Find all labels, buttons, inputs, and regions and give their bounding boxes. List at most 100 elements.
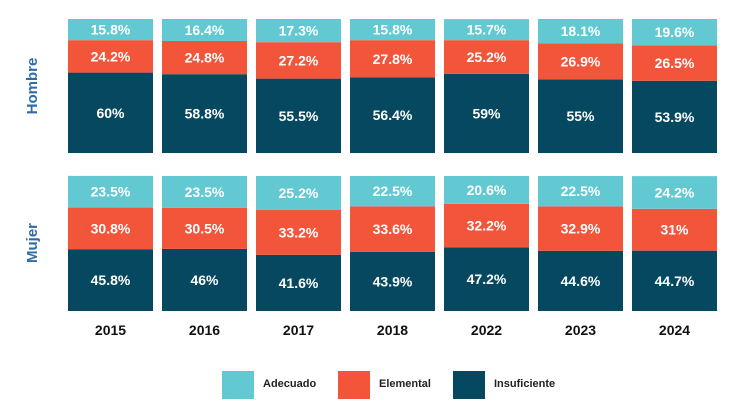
- value-label-hombre-2015-insuficiente: 60%: [96, 105, 125, 121]
- value-label-mujer-2022-insuficiente: 47.2%: [467, 271, 507, 287]
- year-label-2018: 2018: [377, 322, 408, 338]
- bar-hombre-2017-elemental: [256, 42, 341, 79]
- bar-hombre-2015-insuficiente: [68, 72, 153, 153]
- bar-hombre-2023-adecuado: [538, 19, 623, 44]
- value-label-mujer-2022-adecuado: 20.6%: [467, 182, 507, 198]
- value-label-mujer-2023-elemental: 32.9%: [561, 221, 601, 237]
- bar-mujer-2017-elemental: [256, 210, 341, 255]
- year-label-2024: 2024: [659, 322, 690, 338]
- value-label-hombre-2024-insuficiente: 53.9%: [655, 109, 695, 125]
- value-label-hombre-2016-adecuado: 16.4%: [185, 22, 225, 38]
- value-label-mujer-2016-elemental: 30.5%: [185, 220, 225, 236]
- bar-mujer-2022-adecuado: [444, 176, 529, 204]
- value-label-hombre-2022-adecuado: 15.7%: [467, 22, 507, 38]
- value-label-hombre-2018-elemental: 27.8%: [373, 51, 413, 67]
- value-label-hombre-2023-adecuado: 18.1%: [561, 23, 601, 39]
- value-label-hombre-2015-adecuado: 15.8%: [91, 22, 131, 38]
- year-label-2016: 2016: [189, 322, 220, 338]
- value-label-hombre-2016-insuficiente: 58.8%: [185, 106, 225, 122]
- bar-hombre-2022-insuficiente: [444, 73, 529, 153]
- value-label-mujer-2016-adecuado: 23.5%: [185, 184, 225, 200]
- year-label-2017: 2017: [283, 322, 314, 338]
- bar-mujer-2024-adecuado: [632, 176, 717, 209]
- bar-hombre-2023-elemental: [538, 43, 623, 80]
- legend-label-insuficiente: Insuficiente: [494, 378, 556, 390]
- bar-hombre-2018-insuficiente: [350, 77, 435, 153]
- bar-mujer-2018-insuficiente: [350, 251, 435, 311]
- bar-hombre-2015-adecuado: [68, 19, 153, 41]
- value-label-hombre-2018-insuficiente: 56.4%: [373, 107, 413, 123]
- bar-hombre-2024-elemental: [632, 45, 717, 81]
- bar-hombre-2022-elemental: [444, 40, 529, 74]
- value-label-hombre-2022-elemental: 25.2%: [467, 49, 507, 65]
- value-label-mujer-2018-adecuado: 22.5%: [373, 183, 413, 199]
- value-label-mujer-2015-elemental: 30.8%: [91, 220, 131, 236]
- bar-mujer-2022-elemental: [444, 203, 529, 248]
- value-label-mujer-2024-insuficiente: 44.7%: [655, 273, 695, 289]
- year-label-2022: 2022: [471, 322, 502, 338]
- value-label-hombre-2022-insuficiente: 59%: [472, 105, 501, 121]
- bar-hombre-2024-adecuado: [632, 19, 717, 46]
- bar-hombre-2018-elemental: [350, 40, 435, 78]
- value-label-mujer-2023-adecuado: 22.5%: [561, 183, 601, 199]
- bar-mujer-2022-insuficiente: [444, 247, 529, 311]
- bar-mujer-2015-adecuado: [68, 175, 153, 208]
- panel-label-hombre: Hombre: [24, 58, 41, 115]
- bar-mujer-2015-insuficiente: [68, 249, 153, 311]
- value-label-hombre-2024-elemental: 26.5%: [655, 55, 695, 71]
- bar-mujer-2015-elemental: [68, 207, 153, 250]
- value-label-mujer-2016-insuficiente: 46%: [190, 272, 219, 288]
- bar-mujer-2023-adecuado: [538, 176, 623, 207]
- year-label-2015: 2015: [95, 322, 126, 338]
- bar-hombre-2022-adecuado: [444, 19, 529, 41]
- value-label-hombre-2023-insuficiente: 55%: [566, 108, 595, 124]
- bar-hombre-2024-insuficiente: [632, 80, 717, 153]
- bar-mujer-2024-elemental: [632, 208, 717, 251]
- value-label-mujer-2022-elemental: 32.2%: [467, 218, 507, 234]
- bar-mujer-2018-adecuado: [350, 176, 435, 207]
- bar-hombre-2017-adecuado: [256, 19, 341, 43]
- bar-hombre-2016-insuficiente: [162, 74, 247, 153]
- bar-mujer-2018-elemental: [350, 206, 435, 252]
- legend-swatch-elemental: [338, 371, 370, 399]
- legend-swatch-insuficiente: [453, 371, 485, 399]
- value-label-hombre-2017-insuficiente: 55.5%: [279, 108, 319, 124]
- bar-mujer-2016-elemental: [162, 207, 247, 249]
- bar-hombre-2016-adecuado: [162, 19, 247, 41]
- bar-mujer-2017-insuficiente: [256, 254, 341, 311]
- bar-mujer-2017-adecuado: [256, 176, 341, 211]
- value-label-mujer-2024-adecuado: 24.2%: [655, 184, 695, 200]
- legend-label-adecuado: Adecuado: [263, 378, 317, 390]
- bar-mujer-2023-elemental: [538, 206, 623, 251]
- bar-hombre-2015-elemental: [68, 40, 153, 73]
- value-label-mujer-2017-insuficiente: 41.6%: [279, 275, 319, 291]
- value-label-hombre-2023-elemental: 26.9%: [561, 53, 601, 69]
- bar-mujer-2023-insuficiente: [538, 250, 623, 311]
- bar-hombre-2016-elemental: [162, 40, 247, 75]
- value-label-mujer-2023-insuficiente: 44.6%: [561, 273, 601, 289]
- value-label-mujer-2015-adecuado: 23.5%: [91, 184, 131, 200]
- bar-mujer-2016-adecuado: [162, 176, 247, 208]
- value-label-hombre-2015-elemental: 24.2%: [91, 48, 131, 64]
- bar-mujer-2016-insuficiente: [162, 248, 247, 311]
- bar-hombre-2023-insuficiente: [538, 79, 623, 153]
- value-label-mujer-2017-adecuado: 25.2%: [279, 185, 319, 201]
- value-label-hombre-2017-elemental: 27.2%: [279, 52, 319, 68]
- legend-swatch-adecuado: [222, 371, 254, 399]
- value-label-hombre-2017-adecuado: 17.3%: [279, 23, 319, 39]
- chart-legend: Adecuado Elemental Insuficiente: [222, 371, 582, 399]
- value-label-mujer-2015-insuficiente: 45.8%: [91, 272, 131, 288]
- value-label-hombre-2018-adecuado: 15.8%: [373, 22, 413, 38]
- year-label-2023: 2023: [565, 322, 596, 338]
- bar-hombre-2017-insuficiente: [256, 78, 341, 153]
- value-label-mujer-2018-elemental: 33.6%: [373, 221, 413, 237]
- value-label-hombre-2024-adecuado: 19.6%: [655, 24, 695, 40]
- value-label-mujer-2017-elemental: 33.2%: [279, 224, 319, 240]
- bar-hombre-2018-adecuado: [350, 19, 435, 41]
- bar-mujer-2024-insuficiente: [632, 250, 717, 311]
- value-label-hombre-2016-elemental: 24.8%: [185, 50, 225, 66]
- panel-label-mujer: Mujer: [24, 223, 41, 263]
- value-label-mujer-2024-elemental: 31%: [660, 222, 689, 238]
- legend-label-elemental: Elemental: [379, 378, 431, 390]
- value-label-mujer-2018-insuficiente: 43.9%: [373, 273, 413, 289]
